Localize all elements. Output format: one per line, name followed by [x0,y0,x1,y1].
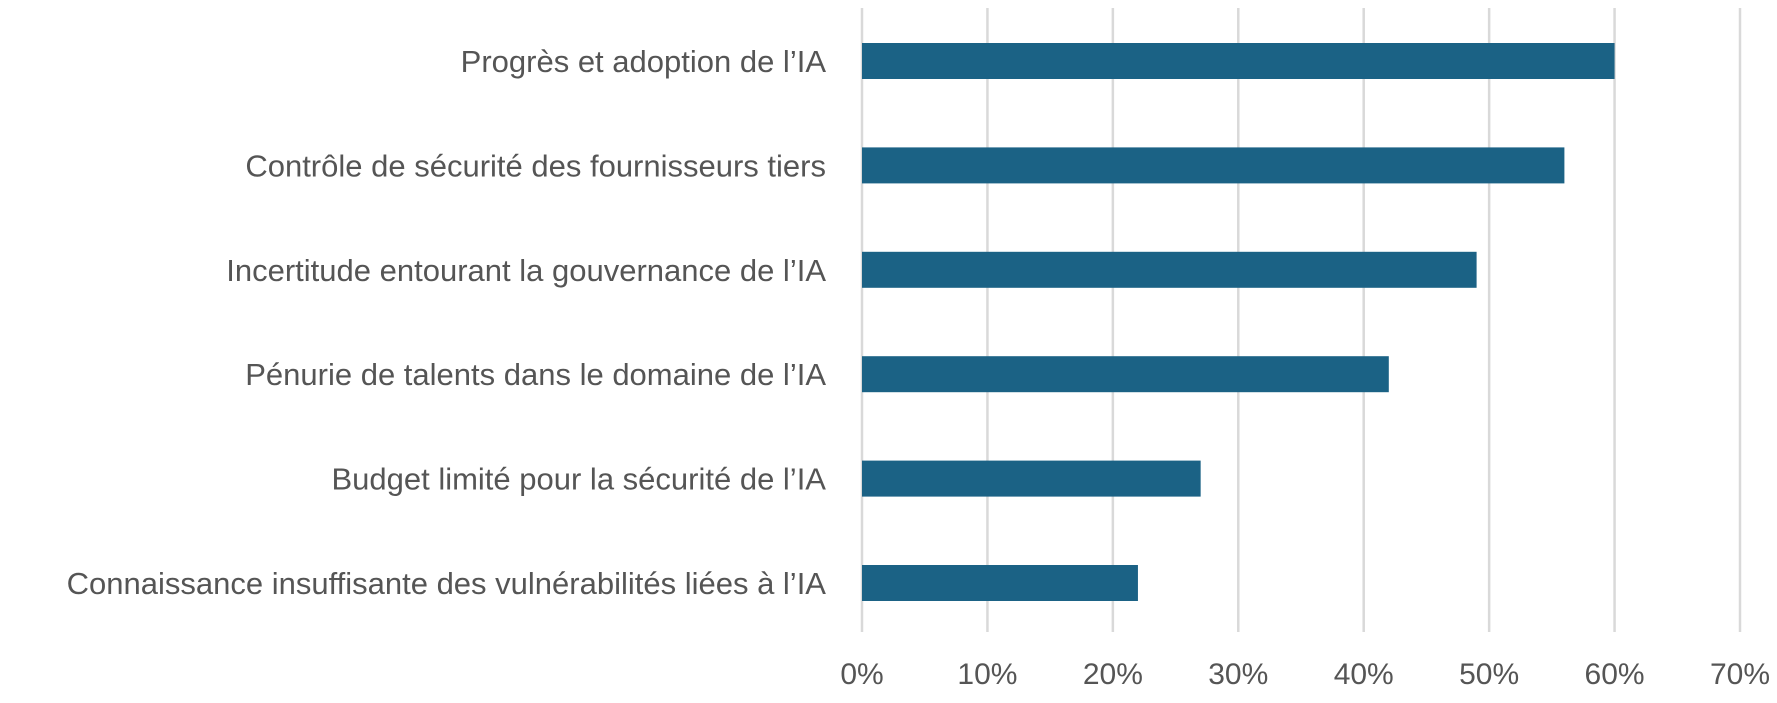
bar [862,356,1389,393]
bar [862,251,1477,288]
category-label: Pénurie de talents dans le domaine de l’… [245,357,826,392]
x-tick-label-layer: 0% 10% 20% 30% 40% 50% 60% 70% [840,658,1770,691]
bar [862,43,1615,79]
category-label: Progrès et adoption de l’IA [461,44,827,79]
x-tick-label: 0% [840,658,883,691]
bar-layer [862,43,1615,601]
category-label: Connaissance insuffisante des vulnérabil… [67,566,827,601]
category-label-layer: Progrès et adoption de l’IA Contrôle de s… [67,44,827,601]
x-tick-label: 10% [957,658,1017,691]
x-tick-label: 40% [1334,658,1394,691]
x-tick-label: 70% [1710,658,1770,691]
x-tick-label: 30% [1208,658,1268,691]
bar [862,147,1565,184]
bar [862,460,1201,497]
category-label: Incertitude entourant la gouvernance de … [226,253,826,288]
category-label: Contrôle de sécurité des fournisseurs ti… [245,148,826,183]
category-label: Budget limité pour la sécurité de l’IA [331,462,826,497]
bar [862,565,1138,601]
x-tick-label: 50% [1459,658,1519,691]
grid-layer [860,8,1742,632]
x-tick-label: 20% [1083,658,1143,691]
x-tick-label: 60% [1585,658,1645,691]
